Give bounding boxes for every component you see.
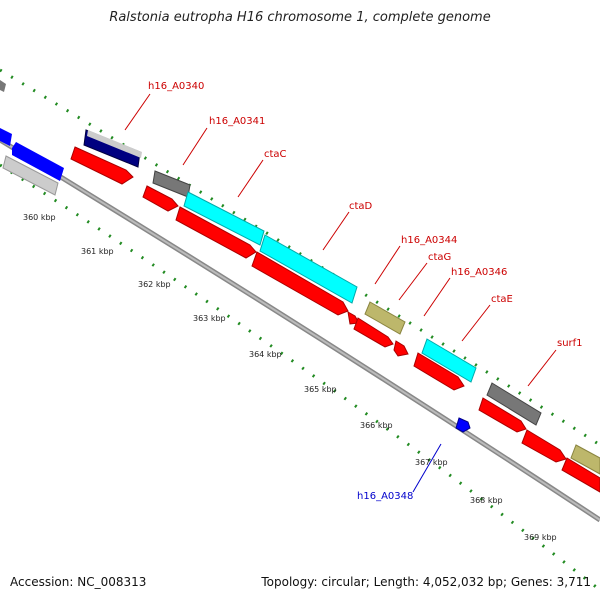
accession-text: Accession: NC_008313 (10, 575, 147, 589)
tick-367: 367 kbp (415, 458, 448, 467)
cds-h16-A0346 (393, 340, 409, 357)
cds-h16-A0341 (142, 185, 179, 212)
label-h16-A0344: h16_A0344 (401, 235, 457, 246)
genome-summary-text: Topology: circular; Length: 4,052,032 bp… (261, 575, 591, 589)
inner-dotted-ring (0, 163, 600, 592)
map-title: Ralstonia eutropha H16 chromosome 1, com… (109, 10, 491, 25)
feature-ctaE (421, 338, 477, 383)
callout-lines (124, 93, 557, 493)
feature-edge-left-blue-2 (12, 142, 64, 181)
label-ctaD: ctaD (349, 201, 373, 212)
feature-surf1 (486, 382, 542, 426)
forward-strand-track (0, 80, 600, 475)
cds-ctaE (413, 352, 465, 391)
backbone-inner (0, 139, 600, 521)
label-h16-A0346: h16_A0346 (451, 267, 507, 278)
cds-next (521, 429, 567, 463)
label-surf1: surf1 (557, 338, 583, 349)
cds-ctaC (175, 206, 257, 259)
cds-edge-right (561, 457, 600, 493)
tick-363: 363 kbp (193, 314, 226, 323)
cds-ctaD (251, 251, 349, 316)
tick-361: 361 kbp (81, 247, 114, 256)
cds-h16-A0340 (70, 146, 134, 185)
label-ctaE: ctaE (491, 294, 513, 305)
tick-369: 369 kbp (524, 533, 557, 542)
cds-h16-A0344 (353, 317, 394, 348)
feature-h16-A0344 (364, 301, 406, 335)
tick-362: 362 kbp (138, 280, 171, 289)
label-h16-A0341: h16_A0341 (209, 116, 265, 127)
feature-ctaD (259, 234, 358, 304)
feature-edge-tan (570, 444, 600, 475)
reverse-strand-track (70, 146, 600, 493)
label-h16-A0348: h16_A0348 (357, 491, 413, 502)
feature-edge-left-grey (0, 80, 6, 92)
outer-dotted-ring (0, 68, 600, 447)
feature-edge-left-silver (2, 155, 59, 196)
feature-ctaC (183, 191, 265, 246)
cds-surf1 (478, 397, 527, 433)
backbone-outer (0, 137, 600, 523)
tick-368: 368 kbp (470, 496, 503, 505)
label-h16-A0340: h16_A0340 (148, 81, 204, 92)
tick-365: 365 kbp (304, 385, 337, 394)
tick-364: 364 kbp (249, 350, 282, 359)
gene-h16-A0348 (455, 417, 471, 433)
feature-edge-left-blue (0, 128, 12, 146)
feature-h16-A0340-light (87, 130, 142, 158)
tick-360: 360 kbp (23, 213, 56, 222)
tick-366: 366 kbp (360, 421, 393, 430)
label-ctaG: ctaG (428, 252, 451, 263)
label-ctaC: ctaC (264, 149, 287, 160)
